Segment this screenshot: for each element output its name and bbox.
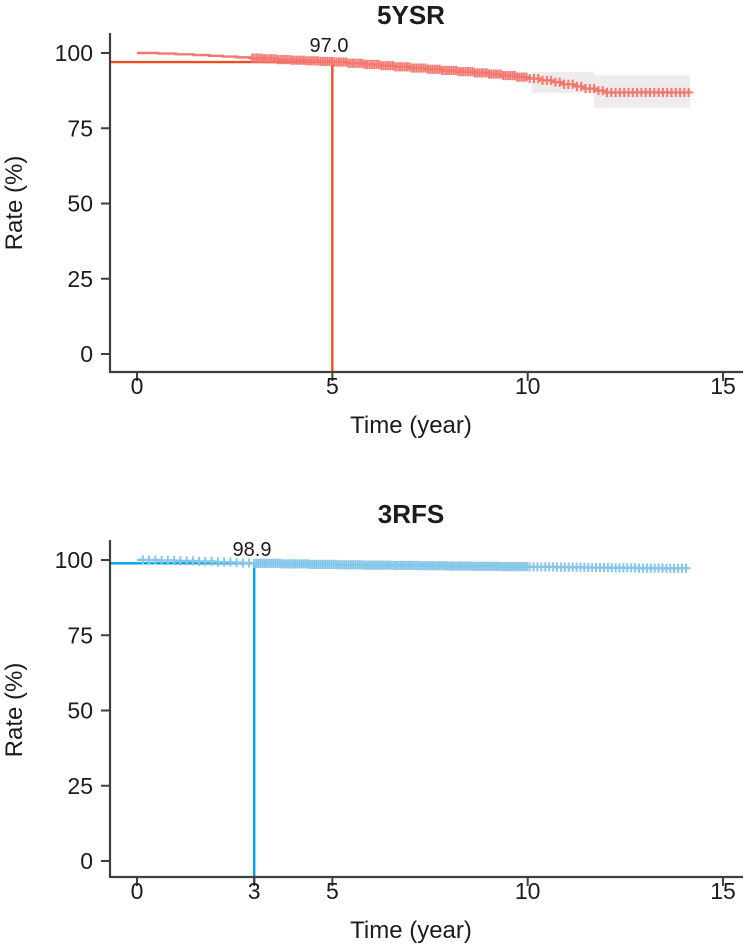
x-tick-label: 15 [710,878,736,904]
y-tick-label: 75 [67,622,93,648]
chart-title-3rfs: 3RFS [378,499,444,529]
x-tick-label: 10 [515,878,541,904]
x-tick-label: 5 [326,373,339,399]
x-tick-label: 15 [710,373,736,399]
chart-title-5ysr: 5YSR [377,0,445,30]
y-axis-label-3rfs: Rate (%) [1,663,28,758]
y-tick-label: 0 [80,848,93,874]
y-tick-label: 50 [67,191,93,217]
km-chart-5ysr-plot: 0 5 10 15 0 25 50 75 100 [55,33,743,399]
survival-rate-annotation-3rfs: 98.9 [233,539,272,561]
x-tick-label: 5 [326,878,339,904]
y-tick-label: 100 [55,547,93,573]
km-chart-3rfs-plot: 0 3 5 10 15 0 25 50 75 100 [55,540,743,904]
y-tick-label: 50 [67,698,93,724]
y-axis-label-5ysr: Rate (%) [1,156,28,251]
x-tick-label: 0 [131,373,144,399]
x-axis-label-3rfs: Time (year) [350,917,472,944]
x-tick-label: 10 [515,373,541,399]
y-tick-label: 25 [67,266,93,292]
y-tick-label: 100 [55,40,93,66]
x-tick-label: 0 [131,878,144,904]
survival-rate-annotation-5ysr: 97.0 [310,35,349,57]
y-tick-label: 75 [67,115,93,141]
y-tick-label: 0 [80,341,93,367]
x-axis-label-5ysr: Time (year) [350,412,472,439]
x-tick-label: 3 [248,878,261,904]
y-tick-label: 25 [67,773,93,799]
